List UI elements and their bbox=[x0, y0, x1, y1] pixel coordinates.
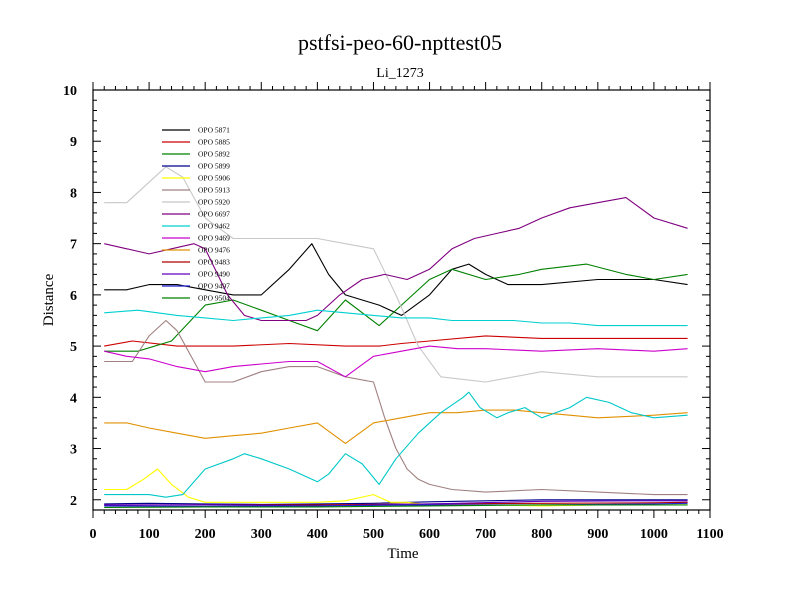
legend-label: OPO 9483 bbox=[198, 258, 230, 267]
series-line-15 bbox=[104, 391, 688, 498]
x-tick-label: 1000 bbox=[640, 527, 668, 542]
legend-label: OPO 9462 bbox=[198, 222, 230, 231]
plot-layer: 0 100 200 300 400 500 600 700 800 900 1000 1100 2 3 4 5… bbox=[63, 82, 724, 542]
legend-label: OPO 5892 bbox=[198, 150, 230, 159]
legend-label: OPO 5899 bbox=[198, 162, 230, 171]
x-tick-label: 400 bbox=[307, 527, 328, 542]
legend-label: OPO 5913 bbox=[198, 186, 230, 195]
x-tick-label: 0 bbox=[90, 527, 97, 542]
y-tick-label: 8 bbox=[70, 186, 77, 201]
y-tick-label: 5 bbox=[70, 340, 77, 355]
x-tick-label: 300 bbox=[251, 527, 272, 542]
x-tick-label: 100 bbox=[139, 527, 160, 542]
series-line-0 bbox=[104, 243, 688, 316]
chart-subtitle: Li_1273 bbox=[376, 66, 423, 81]
y-tick-label: 7 bbox=[70, 238, 77, 253]
series-group bbox=[104, 166, 688, 508]
legend-label: OPO 5871 bbox=[198, 126, 230, 135]
x-tick-label: 200 bbox=[195, 527, 216, 542]
plot-frame bbox=[92, 89, 711, 511]
y-tick-label: 10 bbox=[63, 84, 77, 99]
y-tick-label: 4 bbox=[70, 391, 77, 406]
legend-label: OPO 5906 bbox=[198, 174, 230, 183]
legend-label: OPO 9497 bbox=[198, 282, 230, 291]
x-tick-label: 900 bbox=[587, 527, 608, 542]
chart-title: pstfsi-peo-60-npttest05 bbox=[298, 30, 502, 55]
series-line-14 bbox=[104, 504, 688, 508]
x-tick-label: 800 bbox=[531, 527, 552, 542]
x-tick-label: 500 bbox=[363, 527, 384, 542]
x-tick-label: 1100 bbox=[696, 527, 723, 542]
legend-label: OPO 9469 bbox=[198, 234, 230, 243]
legend: OPO 5871 OPO 5885 OPO 5892 OPO 5899 OPO 5906… bbox=[162, 126, 230, 303]
legend-label: OPO 9504 bbox=[198, 294, 230, 303]
series-line-10 bbox=[104, 409, 688, 444]
x-tick-label: 600 bbox=[419, 527, 440, 542]
series-line-8 bbox=[104, 309, 688, 327]
x-axis-label: Time bbox=[387, 546, 418, 562]
series-line-12 bbox=[104, 500, 688, 507]
series-line-6 bbox=[104, 166, 688, 383]
series-line-4 bbox=[104, 468, 688, 507]
series-line-2 bbox=[104, 263, 688, 352]
x-tick-label: 700 bbox=[475, 527, 496, 542]
y-tick-label: 3 bbox=[70, 443, 77, 458]
series-line-7 bbox=[104, 197, 688, 322]
legend-label: OPO 9476 bbox=[198, 246, 230, 255]
legend-label: OPO 9490 bbox=[198, 270, 230, 279]
y-tick-label: 9 bbox=[70, 135, 77, 150]
series-line-5 bbox=[104, 319, 688, 496]
y-tick-label: 2 bbox=[70, 494, 77, 509]
legend-label: OPO 5920 bbox=[198, 198, 230, 207]
y-axis-label: Distance bbox=[41, 273, 57, 326]
series-line-1 bbox=[104, 335, 688, 347]
legend-label: OPO 6697 bbox=[198, 210, 230, 219]
series-line-9 bbox=[104, 345, 688, 378]
y-tick-label: 6 bbox=[70, 289, 77, 304]
legend-label: OPO 5885 bbox=[198, 138, 230, 147]
